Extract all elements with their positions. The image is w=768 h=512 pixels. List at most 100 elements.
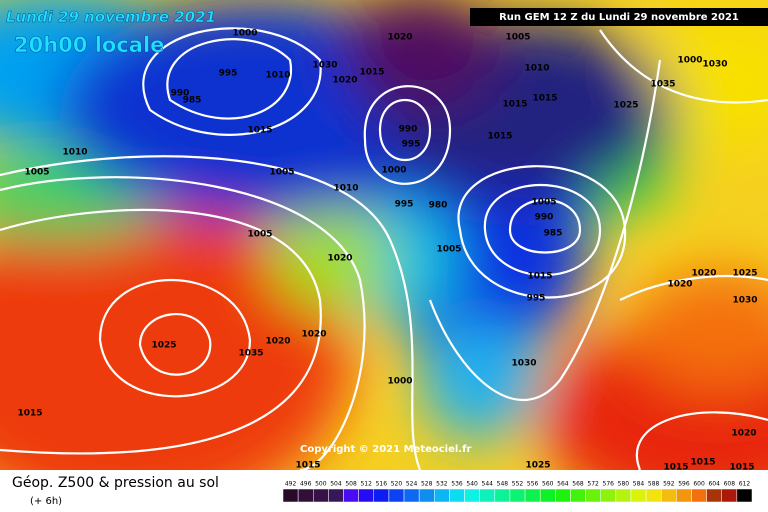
footer-lead: (+ 6h) xyxy=(30,496,62,507)
date-label: Lundi 29 novembre 2021 xyxy=(6,8,216,26)
scale-label: 584 xyxy=(633,481,645,488)
scale-swatch xyxy=(343,488,359,503)
scale-swatch xyxy=(479,488,496,503)
scale-swatch xyxy=(328,488,344,503)
scale-swatch xyxy=(434,488,450,503)
scale-swatch xyxy=(539,488,556,503)
isobar-label: 1015 xyxy=(532,94,557,104)
scale-label: 588 xyxy=(648,481,660,488)
scale-label: 532 xyxy=(436,481,448,488)
isobar-label: 995 xyxy=(395,200,414,210)
scale-label: 552 xyxy=(512,481,524,488)
isobar-label: 1035 xyxy=(650,80,675,90)
scale-swatch xyxy=(282,488,299,503)
scale-swatch xyxy=(615,488,632,503)
scale-swatch xyxy=(736,488,753,503)
scale-swatch xyxy=(494,488,511,503)
scale-swatch xyxy=(706,488,722,503)
isobar-label: 1020 xyxy=(265,337,290,347)
isobar-label: 980 xyxy=(429,201,448,211)
scale-swatch xyxy=(630,488,647,503)
isobar-label: 1000 xyxy=(677,56,702,66)
isobar-label: 1005 xyxy=(269,168,294,178)
scale-swatch xyxy=(585,488,601,503)
scale-label: 608 xyxy=(724,481,736,488)
scale-label: 544 xyxy=(482,481,494,488)
isobar-label: 1025 xyxy=(525,461,550,471)
scale-swatch xyxy=(358,488,375,503)
isobar-label: 1010 xyxy=(333,184,358,194)
scale-swatch xyxy=(691,488,707,503)
scale-label: 580 xyxy=(618,481,630,488)
isobar-label: 1030 xyxy=(511,359,536,369)
scale-label: 524 xyxy=(406,481,418,488)
isobar-label: 990 xyxy=(535,213,554,223)
isobar-label: 1025 xyxy=(613,101,638,111)
isobar-label: 995 xyxy=(527,294,546,304)
isobar-label: 1000 xyxy=(387,377,412,387)
scale-swatch xyxy=(676,488,692,503)
isobar-label: 1020 xyxy=(301,330,326,340)
scale-swatch xyxy=(509,488,526,503)
isobar-label: 1010 xyxy=(62,148,87,158)
scale-label: 604 xyxy=(708,481,720,488)
isobar-label: 1015 xyxy=(663,463,688,473)
scale-label: 596 xyxy=(678,481,690,488)
scale-swatch xyxy=(721,488,738,503)
isobar-label: 1015 xyxy=(729,463,754,473)
scale-swatch xyxy=(418,488,435,503)
isobar-label: 985 xyxy=(544,229,563,239)
scale-label: 536 xyxy=(451,481,463,488)
scale-label: 508 xyxy=(345,481,357,488)
run-box xyxy=(470,8,768,26)
isobar-label: 1005 xyxy=(436,245,461,255)
copyright: Copyright © 2021 Meteociel.fr xyxy=(300,444,471,455)
scale-swatch xyxy=(388,488,405,503)
scale-label: 572 xyxy=(587,481,599,488)
scale-swatch xyxy=(600,488,617,503)
isobar-label: 1020 xyxy=(327,254,352,264)
isobar-label: 1020 xyxy=(667,280,692,290)
isobar-label: 1015 xyxy=(359,68,384,78)
isobar-label: 985 xyxy=(183,96,202,106)
scale-label: 520 xyxy=(391,481,403,488)
scale-swatch xyxy=(403,488,420,503)
scale-label: 548 xyxy=(497,481,509,488)
scale-swatch xyxy=(464,488,480,503)
isobar-label: 1015 xyxy=(247,126,272,136)
scale-label: 612 xyxy=(739,481,751,488)
isobar-label: 1035 xyxy=(238,349,263,359)
scale-swatch xyxy=(297,488,314,503)
scale-label: 568 xyxy=(572,481,584,488)
scale-label: 492 xyxy=(285,481,297,488)
color-scale: 492 496 500 504 508 512 516 520 524 528 532 536 540 5… xyxy=(282,481,753,503)
isobar-label: 1015 xyxy=(502,100,527,110)
run-label: Run GEM 12 Z du Lundi 29 novembre 2021 xyxy=(499,12,739,23)
isobar-label: 1005 xyxy=(24,168,49,178)
scale-label: 540 xyxy=(466,481,478,488)
isobar-label: 1020 xyxy=(691,269,716,279)
isobar-label: 1020 xyxy=(387,33,412,43)
scale-label: 560 xyxy=(542,481,554,488)
scale-label: 556 xyxy=(527,481,539,488)
isobar-label: 1005 xyxy=(505,33,530,43)
isobar-label: 1010 xyxy=(265,71,290,81)
isobar-label: 1025 xyxy=(732,269,757,279)
scale-label: 512 xyxy=(360,481,372,488)
scale-label: 496 xyxy=(300,481,312,488)
scale-swatch xyxy=(570,488,586,503)
isobar-label: 990 xyxy=(399,125,418,135)
scale-swatch xyxy=(373,488,390,503)
scale-label: 564 xyxy=(557,481,569,488)
isobar-label: 1005 xyxy=(247,230,272,240)
isobar-label: 1020 xyxy=(731,429,756,439)
isobar-label: 1030 xyxy=(702,60,727,70)
scale-swatch xyxy=(313,488,329,503)
isobar-label: 1025 xyxy=(151,341,176,351)
scale-label: 500 xyxy=(315,481,327,488)
isobar-label: 1005 xyxy=(531,198,556,208)
isobars xyxy=(0,27,768,470)
footer-title: Géop. Z500 & pression au sol xyxy=(12,475,219,491)
